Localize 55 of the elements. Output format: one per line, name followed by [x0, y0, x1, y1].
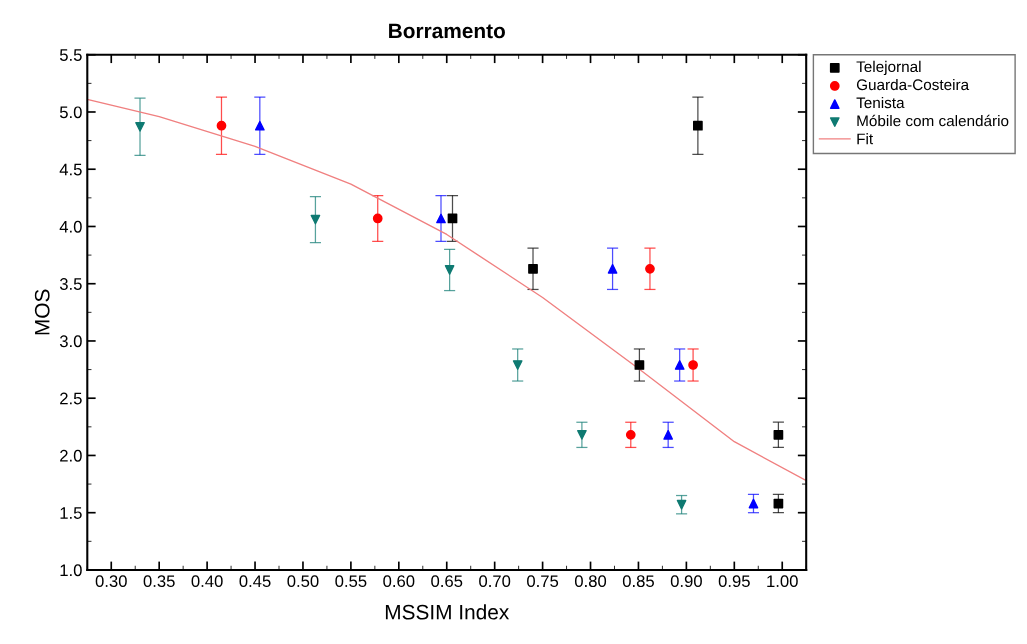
y-tick-label: 4.5 [59, 163, 82, 176]
x-tick-label: 0.75 [527, 575, 559, 588]
x-tick-label: 0.60 [383, 575, 415, 588]
y-tick-label: 5.5 [59, 49, 82, 61]
legend-label: Telejornal [856, 60, 921, 76]
point [577, 429, 587, 440]
point [444, 265, 455, 275]
point [663, 429, 674, 440]
point [135, 122, 145, 132]
point [512, 360, 523, 370]
legend-label: Tenista [856, 96, 905, 109]
y-tick-label: 2.5 [60, 392, 82, 405]
y-axis-title: MOS [34, 289, 50, 335]
x-tick-label: 0.65 [431, 575, 463, 588]
point [676, 499, 687, 510]
point [645, 263, 655, 274]
x-tick-label: 0.95 [718, 575, 750, 588]
point [625, 429, 636, 440]
point [688, 360, 698, 370]
y-tick-label: 5.0 [59, 106, 82, 119]
y-tick-label: 2.0 [60, 449, 82, 462]
y-tick-label: 3.5 [59, 278, 82, 290]
x-tick-label: 0.45 [239, 575, 271, 588]
y-tick-label: 1.0 [60, 564, 82, 577]
x-tick-label: 0.80 [574, 575, 607, 588]
point [216, 120, 227, 131]
line-series [87, 98, 807, 482]
x-tick-label: 0.35 [143, 575, 175, 588]
legend-label: Móbile com calendário [857, 114, 1009, 127]
point [372, 213, 383, 224]
point [748, 498, 759, 509]
x-tick-label: 0.50 [287, 575, 319, 588]
x-tick-label: 0.90 [670, 575, 702, 588]
point [693, 120, 703, 131]
point [254, 120, 265, 131]
y-tick-label: 1.5 [60, 507, 82, 519]
x-tick-label: 0.40 [191, 575, 223, 588]
x-tick-label: 0.55 [335, 575, 367, 588]
x-tick-label: 0.70 [479, 575, 511, 588]
legend-label: Fit [857, 133, 874, 145]
point [634, 360, 645, 370]
x-tick-label: 0.30 [95, 575, 127, 588]
point [674, 360, 685, 370]
y-tick-label: 4.0 [59, 220, 82, 233]
x-tick-label: 0.85 [622, 575, 654, 588]
legend-label: Guarda-Costeira [856, 78, 970, 91]
point [310, 214, 321, 225]
x-axis-title: MSSIM Index [385, 604, 510, 620]
point [773, 429, 784, 440]
chart-title: Borramento [389, 23, 505, 39]
x-tick-label: 1.00 [767, 575, 798, 588]
point [528, 263, 538, 274]
y-tick-label: 3.0 [59, 335, 82, 348]
point [436, 213, 446, 224]
point [607, 263, 618, 274]
